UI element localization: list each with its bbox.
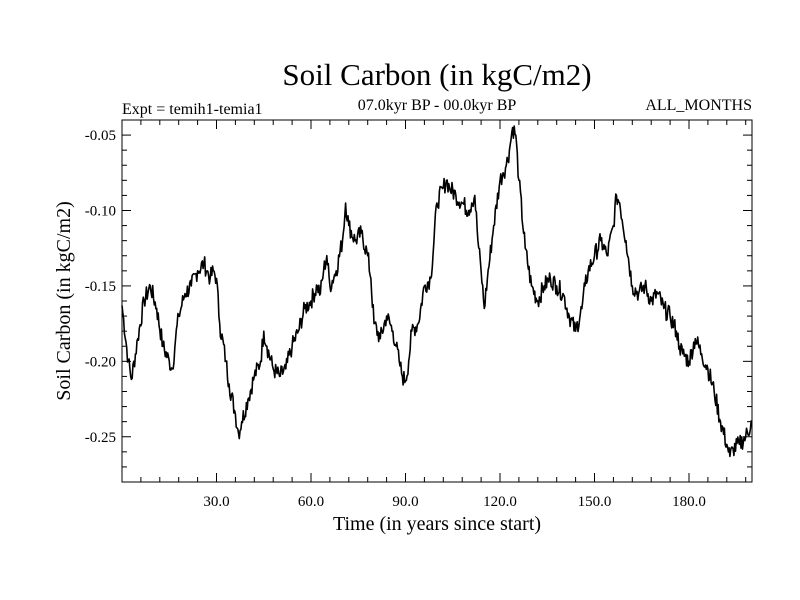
series-line-soil-carbon [121,125,753,458]
x-tick-label: 60.0 [298,494,324,510]
y-tick-label: -0.05 [85,128,116,144]
y-axis-label: Soil Carbon (in kgC/m2) [53,201,75,400]
x-tick-label: 150.0 [578,494,612,510]
chart-title: Soil Carbon (in kgC/m2) [282,57,591,92]
x-tick-label: 120.0 [483,494,517,510]
x-tick-label: 180.0 [672,494,706,510]
x-tick-label: 90.0 [392,494,418,510]
y-tick-label: -0.10 [85,204,116,220]
plot-frame [121,119,753,483]
experiment-label: Expt = temih1-temia1 [122,101,263,118]
months-label: ALL_MONTHS [645,97,752,114]
x-tick-label: 30.0 [203,494,229,510]
y-tick-label: -0.15 [85,279,116,295]
y-tick-label: -0.20 [85,354,116,370]
y-tick-label: -0.25 [85,430,116,446]
time-period-label: 07.0kyr BP - 00.0kyr BP [358,97,517,114]
axis-ticks: 30.0 60.0 90.0 120.0 150.0 180.0 -0.05 -0.10 -0.… [85,120,752,510]
x-axis-label: Time (in years since start) [333,513,541,535]
